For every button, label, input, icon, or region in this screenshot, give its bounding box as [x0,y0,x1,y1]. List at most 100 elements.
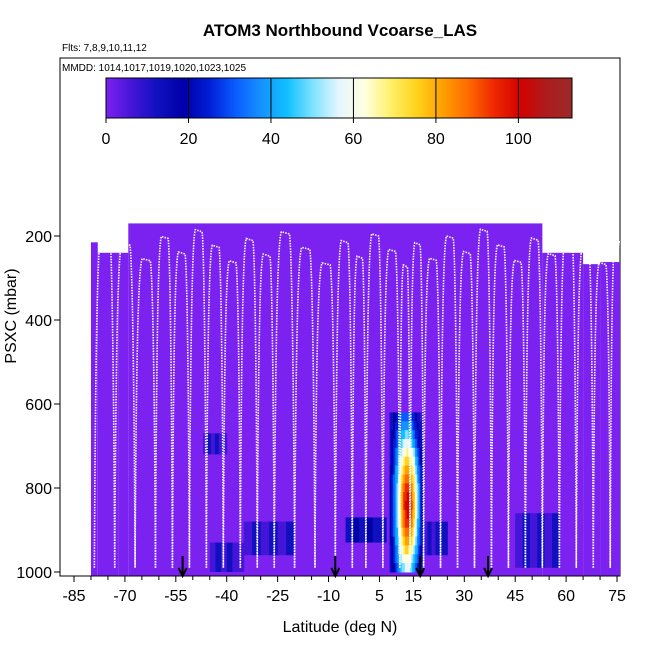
flight-profile-line [188,228,208,568]
heatmap-cell [411,439,414,449]
heatmap-cell [421,456,425,467]
heatmap-cell [401,421,404,431]
heatmap-cell [398,501,401,511]
heatmap-cell [515,513,524,568]
heatmap-cell [394,492,397,502]
heatmap-cell [413,421,416,431]
heatmap-cell [399,509,403,520]
flight-profile-line [293,246,316,568]
colorbar-tick-label: 40 [262,131,280,148]
heatmap-cell [393,518,396,529]
heatmap-cell [399,412,403,422]
heatmap-cell [404,421,408,431]
y-axis: 200 400 600 800 1000 [16,229,60,582]
dates-label: MMDD: 1014,1017,1019,1020,1023,1025 [62,63,246,74]
heatmap-cell [352,517,360,543]
heatmap-cell [420,492,423,502]
heatmap-cell [420,439,423,449]
heatmap-cell [359,517,367,543]
heatmap-cell [406,474,409,484]
heatmap-cell [401,527,404,538]
heatmap-cell [403,554,406,564]
heatmap-cell [394,527,397,538]
heatmap-cell [394,518,397,529]
heatmap-cell [408,563,411,573]
flight-profile-line [382,248,401,568]
heatmap-cell [404,492,408,502]
heatmap-cell [418,492,421,502]
heatmap-cell [97,252,119,576]
heatmap-cell [401,492,404,502]
flight-profile-line [575,245,595,568]
heatmap-cell [410,545,413,555]
heatmap-cell [396,509,399,520]
heatmap-cell [403,501,406,511]
heatmap-cell [415,439,418,449]
heatmap-cell [394,509,397,520]
colorbar-tick-label: 0 [102,131,111,148]
heatmap-cell [396,501,399,511]
heatmap-cell [420,483,423,493]
heatmap-cell [404,563,408,573]
heatmap-cell [393,536,396,546]
heatmap-cell [411,518,414,529]
flight-profile-line [422,257,442,568]
flight-profile-line [365,232,384,568]
heatmap-cell [416,563,419,573]
heatmap-cell [411,501,414,511]
heatmap-cell [389,421,392,431]
heatmap-cell [544,513,553,568]
heatmap-cell [439,521,444,556]
flight-profile-line [473,228,493,568]
heatmap-cell [404,465,408,475]
flight-profile-line [399,263,411,568]
heatmap-cell [399,554,403,564]
heatmap-cell [260,521,270,556]
y-axis-label: PSXC (mbar) [3,268,20,363]
heatmap-cell [403,483,406,493]
flight-profile-line [93,226,116,568]
heatmap-cell [398,439,401,449]
flight-profile-line [456,250,476,568]
heatmap-cell [394,501,397,511]
heatmap-cell [403,465,406,475]
heatmap-cell [421,509,425,520]
heatmap-cell [393,509,396,520]
heatmap-cell [396,474,399,484]
heatmap-cell [583,264,601,576]
heatmap-cell [401,554,404,564]
heatmap-cell [415,474,418,484]
heatmap-cell [413,509,416,520]
x-tick-label: 75 [608,588,626,605]
heatmap-cell [416,536,419,546]
x-axis-label: Latitude (deg N) [283,619,398,636]
heatmap-cell [396,456,399,467]
flight-profile-line [524,237,544,568]
heatmap-cell [421,483,425,493]
heatmap-cell [396,563,399,573]
heatmap-cell [413,501,416,511]
heatmap-cell [391,430,394,440]
heatmap-cell [391,563,394,573]
heatmap-cell [118,252,129,576]
heatmap-cell [416,509,419,520]
heatmap-cell [391,456,394,467]
heatmap-cell [277,521,287,556]
heatmap-cell [401,456,404,467]
heatmap-cell [202,433,208,455]
heatmap-cell [389,439,392,449]
heatmap-cell [394,465,397,475]
y-tick-label: 200 [25,229,52,246]
heatmap-cell [415,492,418,502]
heatmap-cell [418,527,421,538]
heatmap-cell [393,430,396,440]
heatmap-cell [420,412,423,422]
heatmap-cell [401,412,404,422]
heatmap-cell [420,465,423,475]
heatmap-cell [394,545,397,555]
heatmap-cell [391,527,394,538]
heatmap-cell [243,521,253,556]
heatmap-cell [401,509,404,520]
heatmap-cell [416,465,419,475]
heatmap-cell [416,447,419,458]
